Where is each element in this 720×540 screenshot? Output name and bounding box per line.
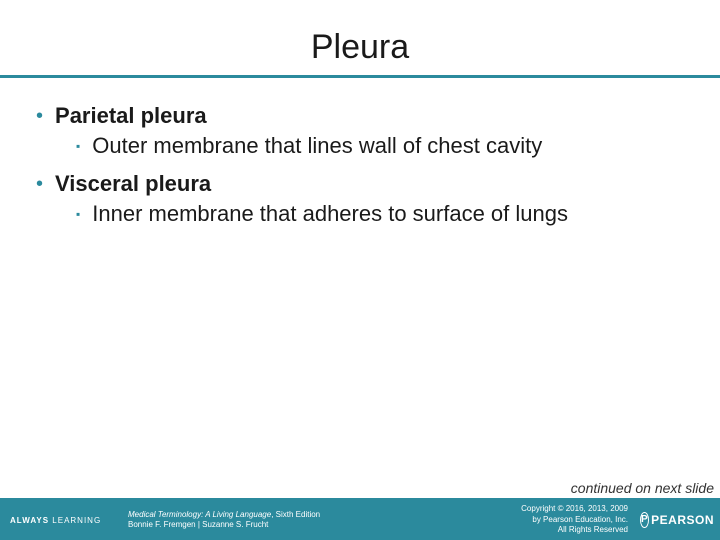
bullet-text: Outer membrane that lines wall of chest … [92,132,542,160]
pearson-logo: P PEARSON [634,512,720,528]
content-area: • Parietal pleura ▪ Outer membrane that … [0,78,720,228]
bullet-text: Inner membrane that adheres to surface o… [92,200,568,228]
pearson-logo-icon: P [640,512,649,528]
bullet-label: Visceral pleura [55,170,211,198]
footer-bar: ALWAYS LEARNING Medical Terminology: A L… [0,500,720,540]
title-area: Pleura [0,0,720,67]
brand-word-2: LEARNING [52,516,101,525]
pearson-logo-text: PEARSON [651,513,714,527]
footer-copyright: Copyright © 2016, 2013, 2009 by Pearson … [521,504,634,535]
copyright-line3: All Rights Reserved [521,525,628,535]
book-edition: , Sixth Edition [271,510,320,519]
bullet-level1: • Parietal pleura [36,102,684,130]
bullet-level2: ▪ Inner membrane that adheres to surface… [76,200,684,228]
book-title: Medical Terminology: A Living Language [128,510,271,519]
copyright-line1: Copyright © 2016, 2013, 2009 [521,504,628,514]
bullet-label: Parietal pleura [55,102,207,130]
bullet-level1: • Visceral pleura [36,170,684,198]
slide-title: Pleura [0,28,720,67]
authors-line: Bonnie F. Fremgen | Suzanne S. Frucht [128,520,521,530]
bullet-dot-icon: • [36,170,43,198]
footer-brand: ALWAYS LEARNING [0,516,120,525]
bullet-level2: ▪ Outer membrane that lines wall of ches… [76,132,684,160]
bullet-square-icon: ▪ [76,200,80,228]
footer-citation: Medical Terminology: A Living Language, … [120,510,521,531]
continued-label: continued on next slide [571,480,714,496]
book-line: Medical Terminology: A Living Language, … [128,510,521,520]
copyright-line2: by Pearson Education, Inc. [521,515,628,525]
brand-word-1: ALWAYS [10,516,49,525]
bullet-dot-icon: • [36,102,43,130]
bullet-square-icon: ▪ [76,132,80,160]
